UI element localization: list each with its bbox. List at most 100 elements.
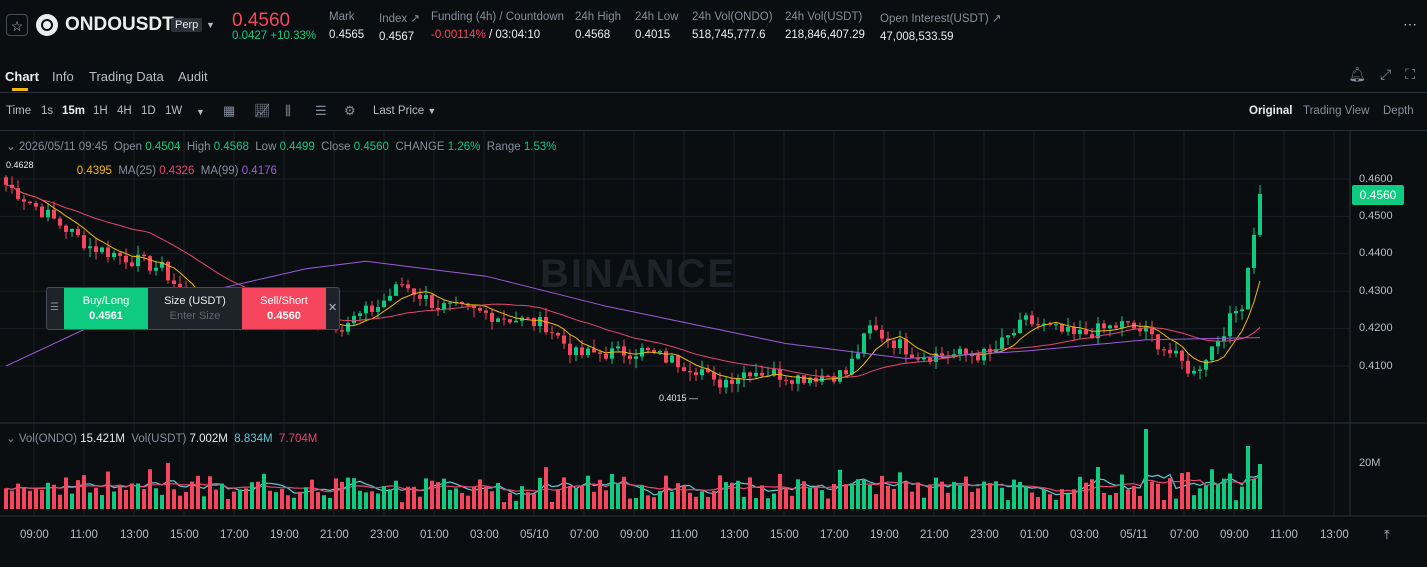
candle <box>1120 321 1124 328</box>
volume-bar <box>76 480 80 509</box>
volume-bar <box>226 498 230 509</box>
stat-open-interest[interactable]: Open Interest(USDT) ↗ 47,008,533.59 <box>880 13 1002 43</box>
volume-bar <box>400 502 404 509</box>
interval-4h[interactable]: 4H <box>117 105 132 117</box>
volume-bar <box>1006 500 1010 509</box>
volume-bar <box>730 482 734 509</box>
interval-1h[interactable]: 1H <box>93 105 108 117</box>
collapse-icon[interactable]: ⌄ <box>6 433 16 445</box>
candle <box>964 348 968 355</box>
view-trading-view[interactable]: Trading View <box>1303 105 1370 117</box>
size-input[interactable]: Size (USDT) Enter Size <box>164 295 226 322</box>
volume-bar <box>1180 473 1184 509</box>
favorite-star-icon[interactable]: ☆ <box>6 14 28 36</box>
candle <box>580 347 584 356</box>
candle <box>178 283 182 290</box>
volume-bar <box>1174 498 1178 509</box>
interval-time[interactable]: Time <box>6 105 32 117</box>
tab-trading-data[interactable]: Trading Data <box>89 69 164 84</box>
volume-bar <box>1186 472 1190 509</box>
volume-bar <box>454 488 458 509</box>
view-depth[interactable]: Depth <box>1383 105 1414 117</box>
candle <box>1084 329 1088 335</box>
volume-bar <box>328 497 332 509</box>
volume-bar <box>826 498 830 509</box>
sell-short-button[interactable]: Sell/Short 0.4560 <box>242 288 326 329</box>
candle <box>358 313 362 316</box>
interval-1w[interactable]: 1W <box>165 105 183 117</box>
volume-bars <box>4 429 1262 509</box>
volume-bar <box>106 471 110 509</box>
volume-bar <box>952 481 956 509</box>
volume-bar <box>340 481 344 509</box>
stat-mark: Mark 0.4565 <box>329 11 365 41</box>
volume-bar <box>472 486 476 509</box>
price-type-select[interactable]: Last Price ▼ <box>373 105 437 117</box>
close-icon[interactable]: ✕ <box>328 302 338 314</box>
candle <box>1216 340 1220 347</box>
buy-long-button[interactable]: Buy/Long 0.4561 <box>64 288 148 329</box>
volume-bar <box>508 493 512 509</box>
current-price-tag: 0.4560 <box>1352 185 1404 205</box>
time-axis-label: 13:00 <box>1320 529 1349 541</box>
candle <box>868 325 872 334</box>
settings-list-icon[interactable]: ☰ <box>315 103 327 118</box>
settings-gear-icon[interactable]: ⚙ <box>344 103 356 118</box>
candle <box>382 300 386 308</box>
volume-bar <box>190 481 194 509</box>
volume-bar <box>820 490 824 509</box>
more-options-icon[interactable]: ⋯ <box>1403 16 1417 32</box>
candle <box>808 377 812 383</box>
interval-1d[interactable]: 1D <box>141 105 156 117</box>
volume-bar <box>808 487 812 509</box>
volume-bar <box>82 475 86 509</box>
volume-bar <box>682 485 686 509</box>
more-intervals-icon[interactable]: ▼ <box>196 107 205 117</box>
volume-bar <box>850 483 854 509</box>
interval-1s[interactable]: 1s <box>41 105 54 117</box>
tab-info[interactable]: Info <box>52 69 74 84</box>
tab-chart[interactable]: Chart <box>5 69 39 84</box>
volume-bar <box>916 482 920 509</box>
candle <box>652 349 656 353</box>
volume-bar <box>904 482 908 509</box>
candle <box>838 370 842 382</box>
interval-15m[interactable]: 15m <box>62 105 86 117</box>
price-chart[interactable] <box>0 131 1427 546</box>
stat-index[interactable]: Index ↗ 0.4567 <box>379 13 420 43</box>
volume-bar <box>16 483 20 509</box>
candle <box>760 372 764 376</box>
symbol-name[interactable]: ONDOUSDT <box>65 14 174 35</box>
volume-bar <box>1192 495 1196 509</box>
chart-type-icon[interactable]: ⫼ <box>285 103 291 118</box>
expand-icon[interactable]: ⤢ <box>1379 66 1392 82</box>
volume-bar <box>274 492 278 509</box>
volume-bar <box>412 486 416 509</box>
candle <box>64 225 68 232</box>
candle <box>1138 328 1142 332</box>
symbol-dropdown-icon[interactable]: ▼ <box>206 20 215 30</box>
volume-bar <box>268 490 272 509</box>
candle <box>1108 325 1112 329</box>
time-axis-label: 17:00 <box>220 529 249 541</box>
candle <box>670 355 674 363</box>
candle <box>610 348 614 359</box>
candle <box>844 370 848 375</box>
candle <box>1150 326 1154 335</box>
volume-bar <box>196 475 200 509</box>
view-original[interactable]: Original <box>1249 105 1293 117</box>
collapse-icon[interactable]: ⌄ <box>6 141 16 153</box>
fullscreen-icon[interactable]: ⛶ <box>1405 66 1415 82</box>
alert-bell-icon[interactable]: 🔔︎ <box>1348 66 1366 82</box>
indicators-icon[interactable]: 📈︎ <box>254 103 271 118</box>
volume-bar <box>220 483 224 509</box>
tab-audit[interactable]: Audit <box>178 69 208 84</box>
volume-bar <box>292 497 296 509</box>
candle <box>406 284 410 289</box>
axis-settings-icon[interactable]: ⤒ <box>1384 527 1390 542</box>
calendar-icon[interactable]: ▦ <box>223 103 236 118</box>
volume-bar <box>832 483 836 509</box>
drag-handle-icon[interactable]: ☰ <box>50 302 59 313</box>
candle <box>616 346 620 349</box>
volume-bar <box>1078 476 1082 509</box>
